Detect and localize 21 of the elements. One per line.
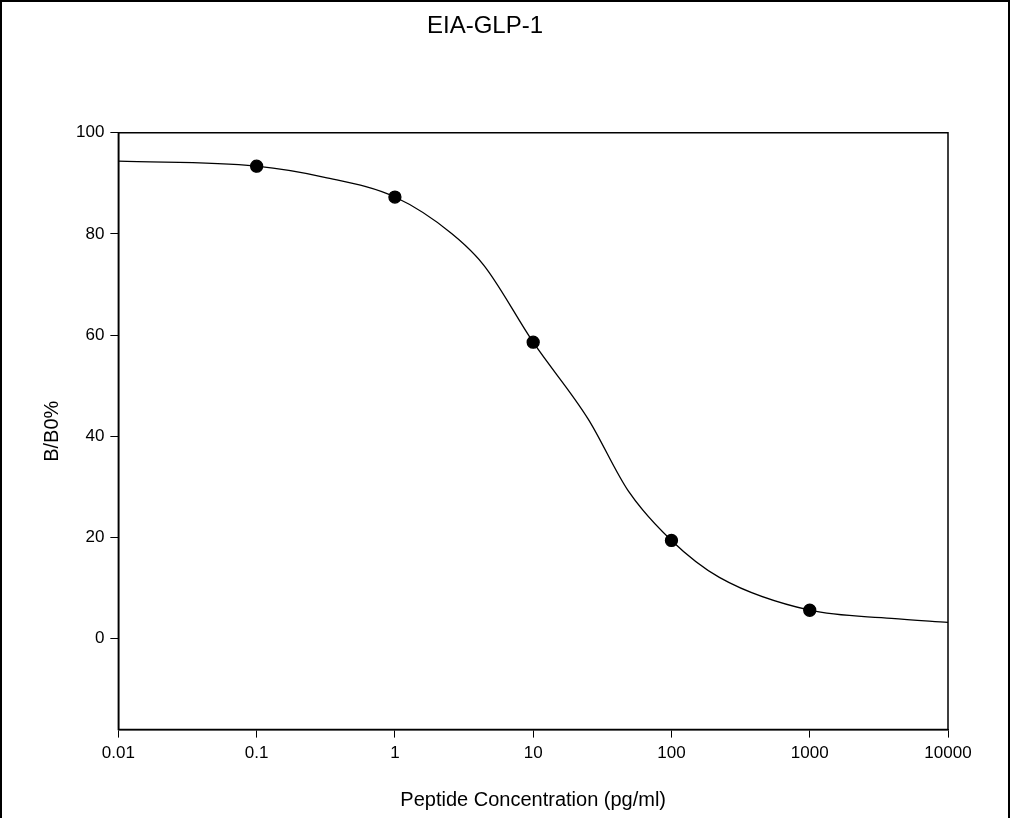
x-tick-label: 10000 [924, 743, 972, 763]
point [388, 190, 402, 204]
point [664, 533, 679, 548]
y-tick-label: 100 [75, 122, 105, 142]
y-tick-label: 80 [85, 223, 105, 243]
x-tick-label: 100 [657, 743, 686, 763]
point [249, 159, 264, 173]
x-tick-label: 10 [523, 743, 543, 763]
x-tick-label: 0.01 [101, 743, 135, 763]
y-tick-label: 0 [94, 628, 105, 648]
x-tick-label: 0.1 [244, 743, 269, 763]
point [803, 603, 817, 617]
y-axis-title: B/B0% [39, 400, 62, 462]
y-tick-label: 60 [85, 324, 105, 344]
chart-title: EIA-GLP-1 [426, 11, 544, 39]
y-tick-label: 20 [85, 527, 105, 547]
x-axis-title: Peptide Concentration (pg/ml) [400, 787, 667, 810]
point [526, 335, 540, 349]
x-tick-label: 1 [390, 743, 400, 763]
y-tick-label: 40 [85, 425, 105, 445]
x-tick-label: 1000 [790, 743, 829, 763]
